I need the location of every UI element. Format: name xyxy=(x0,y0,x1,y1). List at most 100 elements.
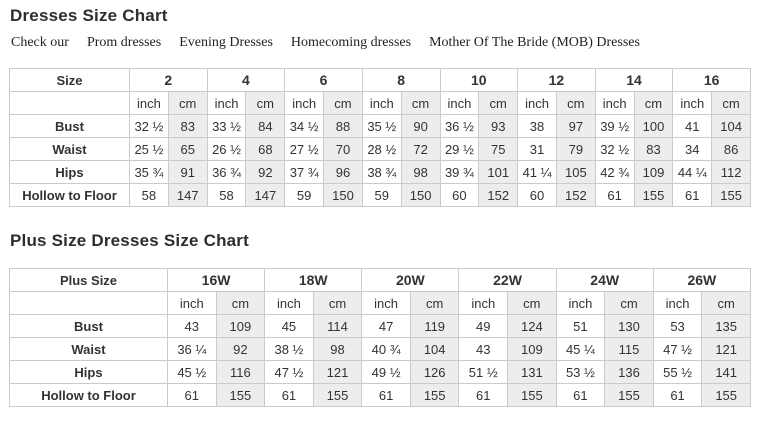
inch-value: 58 xyxy=(206,183,247,207)
measurement-label: Waist xyxy=(9,137,130,161)
size-header: 22W xyxy=(458,268,557,292)
cm-value: 90 xyxy=(400,114,441,138)
nav-prefix-text: Check our xyxy=(11,35,69,50)
cm-value: 130 xyxy=(604,314,654,338)
unit-inch-header: inch xyxy=(129,91,169,115)
cm-value: 105 xyxy=(555,160,596,184)
inch-value: 26 ½ xyxy=(206,137,247,161)
cm-value: 101 xyxy=(478,160,519,184)
unit-inch-header: inch xyxy=(284,91,325,115)
nav-link-evening-dresses[interactable]: Evening Dresses xyxy=(179,35,273,50)
measurement-row: Hollow to Floor 61 155 61 155 61 155 61 155 61 155… xyxy=(9,383,751,407)
inch-value: 35 ½ xyxy=(361,114,402,138)
empty-cell xyxy=(9,91,130,115)
size-header: 4 xyxy=(206,68,286,92)
cm-value: 155 xyxy=(633,183,674,207)
size-header: 16W xyxy=(166,268,266,292)
cm-value: 155 xyxy=(507,383,557,407)
page-title: Dresses Size Chart xyxy=(10,6,168,25)
measurement-row: Bust 32 ½ 83 33 ½ 84 34 ½ 88 35 ½ 90 36 ½ 93 38 97 39… xyxy=(9,114,751,138)
unit-cm-header: cm xyxy=(215,291,266,315)
unit-inch-header: inch xyxy=(439,91,480,115)
inch-value: 45 ¼ xyxy=(555,337,606,361)
measurement-row: Waist 36 ¼ 92 38 ½ 98 40 ¾ 104 43 109 45 ¼ 115 47 ½… xyxy=(9,337,751,361)
size-header: 12 xyxy=(517,68,596,92)
label-column-header: Plus Size xyxy=(9,268,168,292)
cm-value: 116 xyxy=(215,360,266,384)
cm-value: 104 xyxy=(711,114,751,138)
inch-value: 40 ¾ xyxy=(361,337,411,361)
measurement-label: Hips xyxy=(9,360,168,384)
unit-cm-header: cm xyxy=(555,91,596,115)
cm-value: 155 xyxy=(409,383,460,407)
inch-value: 60 xyxy=(439,183,480,207)
inch-value: 49 ½ xyxy=(361,360,411,384)
inch-value: 61 xyxy=(458,383,509,407)
size-header: 24W xyxy=(555,268,654,292)
nav-link-prom-dresses[interactable]: Prom dresses xyxy=(86,35,162,50)
inch-value: 61 xyxy=(555,383,606,407)
inch-value: 59 xyxy=(284,183,325,207)
cm-value: 104 xyxy=(409,337,460,361)
cm-value: 93 xyxy=(478,114,519,138)
plus-size-chart-table: Plus Size 16W 18W 20W 22W 24W 26W inch cm inch cm i… xyxy=(9,268,752,407)
inch-value: 53 xyxy=(652,314,703,338)
measurement-row: Waist 25 ½ 65 26 ½ 68 27 ½ 70 28 ½ 72 29 ½ 75 31 79 3… xyxy=(9,137,751,161)
cm-value: 121 xyxy=(312,360,363,384)
unit-inch-header: inch xyxy=(206,91,247,115)
unit-inch-header: inch xyxy=(517,91,557,115)
measurement-label: Waist xyxy=(9,337,168,361)
inch-value: 59 xyxy=(361,183,402,207)
unit-header-row: inch cm inch cm inch cm inch cm inch cm inch cm xyxy=(9,291,751,315)
inch-value: 47 ½ xyxy=(652,337,703,361)
inch-value: 27 ½ xyxy=(284,137,325,161)
cm-value: 152 xyxy=(478,183,519,207)
inch-value: 58 xyxy=(129,183,169,207)
cm-value: 70 xyxy=(323,137,363,161)
size-header: 16 xyxy=(672,68,751,92)
inch-value: 55 ½ xyxy=(652,360,703,384)
cm-value: 112 xyxy=(711,160,751,184)
inch-value: 36 ¾ xyxy=(206,160,247,184)
cm-value: 98 xyxy=(400,160,441,184)
inch-value: 43 xyxy=(458,337,509,361)
inch-value: 44 ¼ xyxy=(672,160,713,184)
cm-value: 155 xyxy=(312,383,363,407)
inch-value: 51 xyxy=(555,314,606,338)
unit-inch-header: inch xyxy=(652,291,703,315)
inch-value: 43 xyxy=(167,314,217,338)
unit-inch-header: inch xyxy=(167,291,217,315)
cm-value: 126 xyxy=(409,360,460,384)
cm-value: 155 xyxy=(604,383,654,407)
cm-value: 91 xyxy=(167,160,208,184)
inch-value: 61 xyxy=(594,183,635,207)
size-header: 26W xyxy=(652,268,752,292)
cm-value: 88 xyxy=(323,114,363,138)
inch-value: 47 xyxy=(361,314,411,338)
unit-cm-header: cm xyxy=(711,91,751,115)
cm-value: 92 xyxy=(215,337,266,361)
cm-value: 150 xyxy=(323,183,363,207)
cm-value: 96 xyxy=(323,160,363,184)
inch-value: 38 ¾ xyxy=(361,160,402,184)
size-header: 20W xyxy=(361,268,460,292)
inch-value: 38 ½ xyxy=(264,337,314,361)
inch-value: 45 ½ xyxy=(167,360,217,384)
inch-value: 32 ½ xyxy=(129,114,169,138)
cm-value: 121 xyxy=(701,337,751,361)
inch-value: 61 xyxy=(652,383,703,407)
nav-link-homecoming-dresses[interactable]: Homecoming dresses xyxy=(290,35,412,50)
unit-cm-header: cm xyxy=(167,91,208,115)
cm-value: 84 xyxy=(245,114,286,138)
unit-cm-header: cm xyxy=(323,91,363,115)
cm-value: 124 xyxy=(507,314,557,338)
inch-value: 28 ½ xyxy=(361,137,402,161)
inch-value: 60 xyxy=(517,183,557,207)
size-header: 6 xyxy=(284,68,363,92)
cm-value: 72 xyxy=(400,137,441,161)
inch-value: 36 ½ xyxy=(439,114,480,138)
cm-value: 115 xyxy=(604,337,654,361)
nav-link-mob-dresses[interactable]: Mother Of The Bride (MOB) Dresses xyxy=(429,35,640,50)
cm-value: 98 xyxy=(312,337,363,361)
cm-value: 119 xyxy=(409,314,460,338)
